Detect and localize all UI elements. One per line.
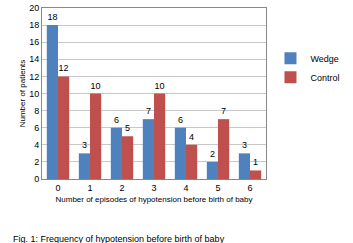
svg-text:14: 14 (29, 54, 39, 64)
svg-text:Number of patients: Number of patients (18, 60, 27, 128)
svg-text:4: 4 (34, 140, 39, 150)
svg-text:4: 4 (183, 183, 188, 193)
svg-text:7: 7 (221, 106, 226, 116)
svg-text:2: 2 (210, 149, 215, 159)
svg-text:Control: Control (310, 73, 339, 83)
svg-text:0: 0 (34, 174, 39, 184)
svg-text:6: 6 (178, 115, 183, 125)
svg-text:Wedge: Wedge (310, 54, 338, 64)
svg-text:18: 18 (29, 20, 39, 30)
svg-text:Number of episodes of hypotens: Number of episodes of hypotension before… (55, 195, 252, 204)
svg-text:10: 10 (91, 81, 101, 91)
svg-text:8: 8 (34, 106, 39, 116)
svg-text:7: 7 (146, 106, 151, 116)
svg-text:6: 6 (34, 123, 39, 133)
svg-text:16: 16 (29, 37, 39, 47)
svg-text:2: 2 (34, 157, 39, 167)
svg-text:1: 1 (253, 157, 258, 167)
svg-text:0: 0 (55, 183, 60, 193)
svg-text:5: 5 (215, 183, 220, 193)
svg-text:12: 12 (29, 72, 39, 82)
svg-text:4: 4 (189, 132, 194, 142)
svg-text:5: 5 (125, 123, 130, 133)
svg-text:Fig. 1: Frequency of hypotensi: Fig. 1: Frequency of hypotension before … (13, 234, 225, 243)
svg-text:2: 2 (119, 183, 124, 193)
svg-text:1: 1 (87, 183, 92, 193)
svg-text:3: 3 (82, 140, 87, 150)
svg-text:10: 10 (29, 89, 39, 99)
svg-text:6: 6 (114, 115, 119, 125)
svg-text:6: 6 (247, 183, 252, 193)
svg-text:3: 3 (151, 183, 156, 193)
svg-text:12: 12 (59, 63, 69, 73)
svg-text:18: 18 (47, 12, 57, 22)
svg-text:10: 10 (155, 81, 165, 91)
svg-text:20: 20 (29, 3, 39, 13)
svg-text:3: 3 (242, 140, 247, 150)
